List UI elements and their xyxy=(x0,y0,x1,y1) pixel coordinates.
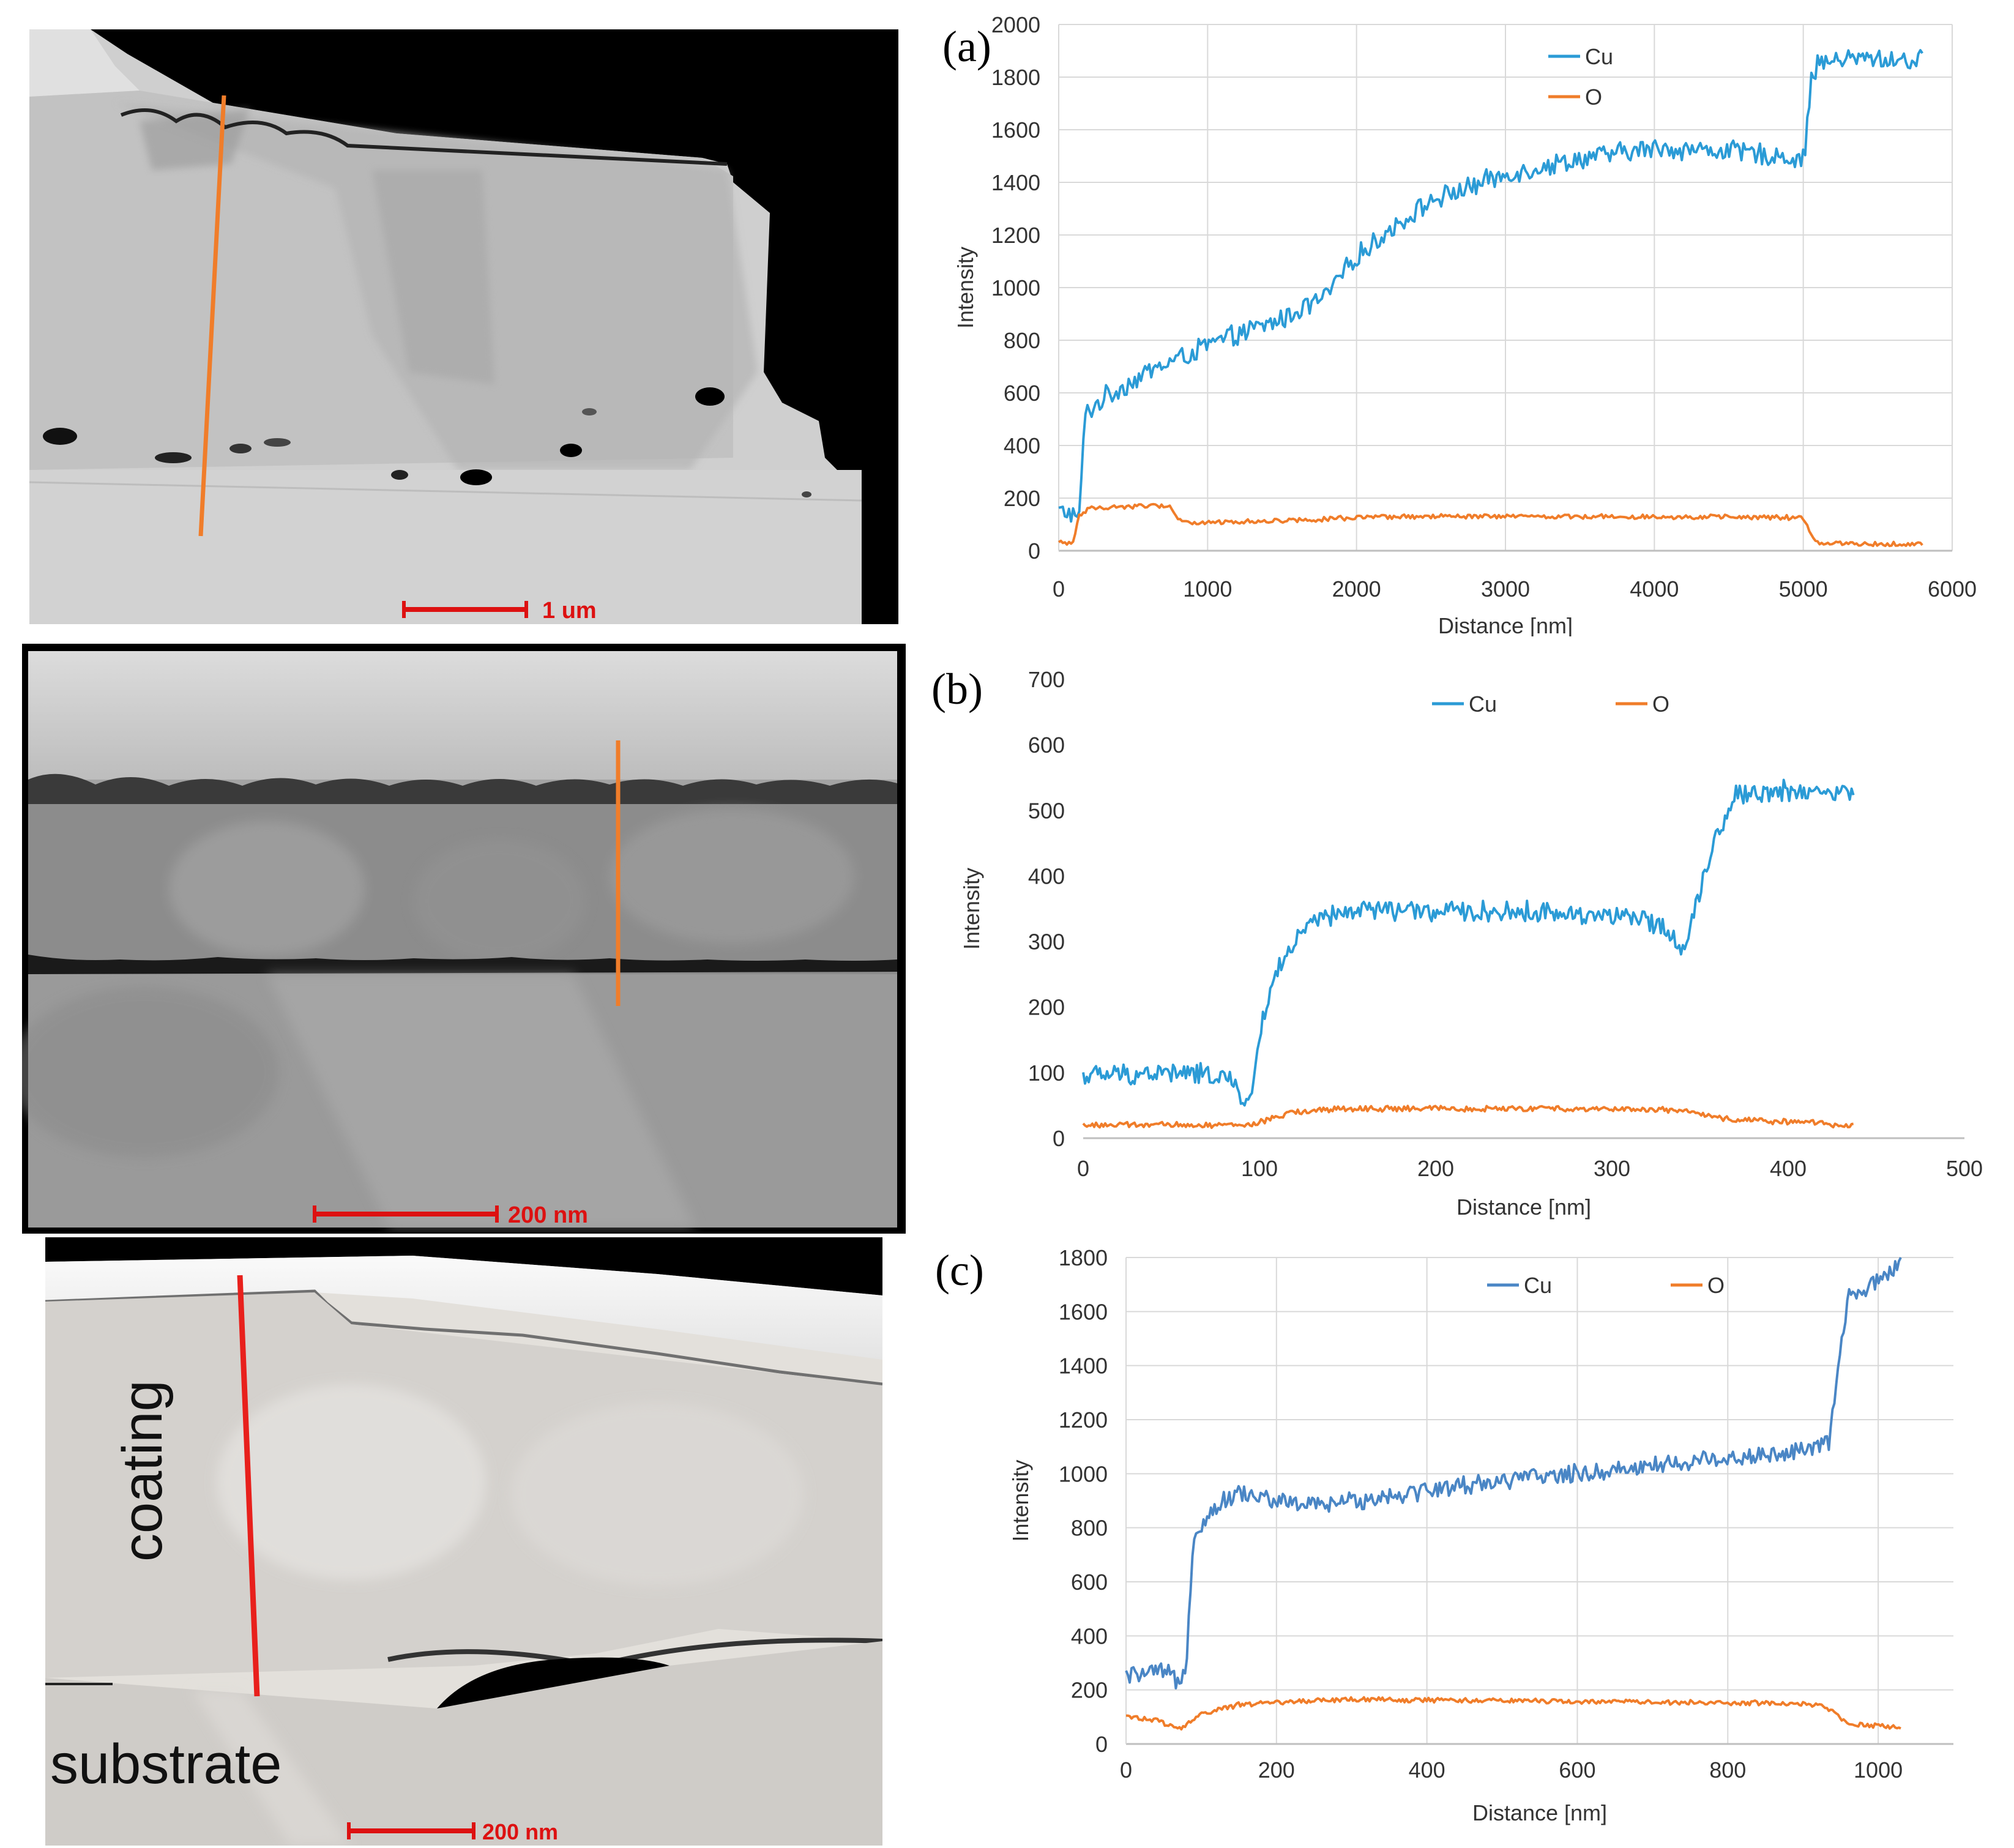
y-tick-label: 200 xyxy=(1004,486,1040,511)
panel-label: (c) xyxy=(935,1246,984,1295)
y-tick-label: 1200 xyxy=(1059,1407,1108,1433)
x-tick-label: 400 xyxy=(1770,1156,1807,1181)
y-tick-label: 400 xyxy=(1071,1623,1108,1649)
y-tick-label: 800 xyxy=(1071,1516,1108,1541)
chart-a: (a) 0 1000 2000 3000 4000 5000 6000 0 200 400 600 8… xyxy=(906,0,2014,636)
y-tick-label: 1600 xyxy=(1059,1299,1108,1324)
y-tick-label: 0 xyxy=(1028,538,1040,564)
y-tick-label: 1600 xyxy=(991,117,1040,143)
x-tick-label: 200 xyxy=(1417,1156,1454,1181)
legend-label-o: O xyxy=(1652,691,1669,717)
x-tick-label: 300 xyxy=(1594,1156,1630,1181)
y-tick-label: 1800 xyxy=(1059,1245,1108,1270)
x-tick-label: 0 xyxy=(1077,1156,1089,1181)
scalebar-label: 200 nm xyxy=(482,1819,558,1844)
x-tick-label: 800 xyxy=(1709,1757,1746,1783)
x-tick-label: 5000 xyxy=(1779,576,1828,602)
y-tick-label: 0 xyxy=(1095,1732,1108,1757)
y-tick-label: 400 xyxy=(1004,433,1040,458)
x-axis-title: Distance [nm] xyxy=(1456,1194,1591,1220)
y-axis-title: Intensity xyxy=(953,247,978,329)
y-tick-label: 500 xyxy=(1028,798,1065,823)
panel-label: (a) xyxy=(942,22,991,71)
x-tick-label: 600 xyxy=(1559,1757,1595,1783)
y-axis-title: Intensity xyxy=(1008,1459,1033,1541)
y-tick-label: 800 xyxy=(1004,328,1040,353)
coating-label: coating xyxy=(111,1380,174,1562)
x-tick-label: 1000 xyxy=(1183,576,1232,602)
y-tick-label: 200 xyxy=(1071,1678,1108,1703)
y-tick-label: 1800 xyxy=(991,65,1040,90)
micrograph-b: 200 nm xyxy=(22,644,906,1234)
chart-c: (c) 0 200 400 600 800 1000 0 200 400 600 800 1000 12… xyxy=(906,1224,2014,1848)
legend-label-cu: Cu xyxy=(1469,691,1497,717)
y-tick-label: 100 xyxy=(1028,1060,1065,1086)
legend-label-o: O xyxy=(1585,84,1602,110)
y-tick-label: 1000 xyxy=(991,275,1040,300)
legend-label-o: O xyxy=(1707,1273,1725,1298)
y-tick-label: 300 xyxy=(1028,930,1065,955)
x-tick-label: 1000 xyxy=(1854,1757,1903,1783)
gridlines xyxy=(1125,1257,1953,1745)
series-line-o xyxy=(1057,502,1923,548)
legend-label-cu: Cu xyxy=(1585,44,1613,69)
y-tick-label: 2000 xyxy=(991,12,1040,37)
y-tick-label: 600 xyxy=(1028,732,1065,758)
x-tick-label: 0 xyxy=(1120,1757,1132,1783)
x-tick-label: 4000 xyxy=(1630,576,1679,602)
x-tick-label: 6000 xyxy=(1928,576,1977,602)
series-line-cu xyxy=(1125,1257,1902,1690)
scalebar-label: 200 nm xyxy=(508,1202,588,1228)
x-tick-label: 100 xyxy=(1241,1156,1278,1181)
series-line-o xyxy=(1125,1696,1901,1731)
x-tick-label: 400 xyxy=(1409,1757,1445,1783)
series-line-cu xyxy=(1058,49,1923,523)
micrograph-a: 1 um xyxy=(29,29,898,624)
y-tick-label: 200 xyxy=(1028,995,1065,1020)
y-axis-title: Intensity xyxy=(959,868,984,950)
series-line-cu xyxy=(1082,778,1855,1107)
y-tick-label: 1400 xyxy=(1059,1354,1108,1379)
y-tick-label: 1200 xyxy=(991,223,1040,248)
x-tick-label: 0 xyxy=(1053,576,1065,602)
x-tick-label: 200 xyxy=(1258,1757,1295,1783)
y-tick-label: 0 xyxy=(1053,1126,1065,1151)
y-tick-label: 1000 xyxy=(1059,1461,1108,1486)
y-tick-label: 600 xyxy=(1004,381,1040,406)
substrate-label: substrate xyxy=(50,1733,282,1795)
x-axis-title: Distance [nm] xyxy=(1472,1800,1607,1825)
series-line-o xyxy=(1082,1105,1854,1129)
chart-b: (b) 0 100 200 300 400 500 0 100 200 300 400 500 600 7… xyxy=(906,643,2014,1224)
y-tick-label: 400 xyxy=(1028,863,1065,889)
gridlines xyxy=(1058,24,1953,551)
y-tick-label: 1400 xyxy=(991,170,1040,195)
y-tick-label: 600 xyxy=(1071,1570,1108,1595)
scalebar-label: 1 um xyxy=(542,598,597,624)
legend-label-cu: Cu xyxy=(1524,1273,1552,1298)
x-axis-title: Distance [nm] xyxy=(1438,613,1573,636)
x-tick-label: 500 xyxy=(1946,1156,1983,1181)
y-tick-label: 700 xyxy=(1028,667,1065,692)
x-tick-label: 2000 xyxy=(1332,576,1381,602)
micrograph-c: coating substrate 200 nm xyxy=(45,1237,882,1846)
panel-label: (b) xyxy=(931,665,983,713)
x-tick-label: 3000 xyxy=(1481,576,1530,602)
